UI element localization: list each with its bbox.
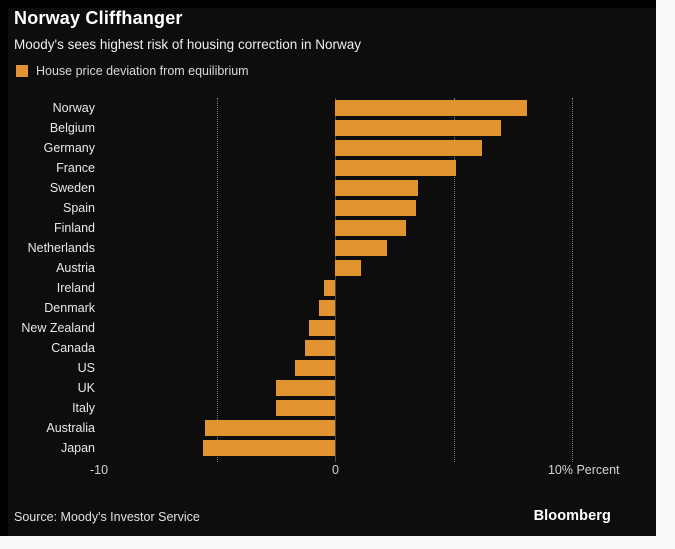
gridline-5 <box>453 98 455 462</box>
bar-australia <box>205 420 336 436</box>
chart-subtitle: Moody's sees highest risk of housing cor… <box>14 37 361 52</box>
category-label-new-zealand: New Zealand <box>21 321 95 335</box>
category-label-belgium: Belgium <box>49 121 95 135</box>
gridline-10 <box>571 98 573 462</box>
category-label-australia: Australia <box>46 421 95 435</box>
x-tick-10-percent: 10% Percent <box>547 463 620 477</box>
category-label-finland: Finland <box>54 221 95 235</box>
bar-denmark <box>318 300 336 316</box>
bar-chart-plot: Norway Belgium Germany France Sweden Spain Fin… <box>0 98 656 462</box>
bar-spain <box>335 200 416 216</box>
bar-austria <box>335 260 362 276</box>
bar-norway <box>335 100 528 116</box>
chart-footer: Source: Moody's Investor Service Bloombe… <box>0 508 656 528</box>
bar-italy <box>276 400 336 416</box>
category-label-austria: Austria <box>56 261 95 275</box>
category-label-netherlands: Netherlands <box>27 241 95 255</box>
category-label-france: France <box>56 161 95 175</box>
bar-uk <box>276 380 336 396</box>
bar-japan <box>203 440 336 456</box>
category-label-us: US <box>77 361 95 375</box>
bar-belgium <box>335 120 501 136</box>
category-label-japan: Japan <box>60 441 95 455</box>
x-tick-neg10: -10 <box>89 463 109 477</box>
category-label-ireland: Ireland <box>56 281 95 295</box>
category-label-italy: Italy <box>72 401 95 415</box>
legend-label: House price deviation from equilibrium <box>36 64 249 78</box>
category-label-sweden: Sweden <box>49 181 95 195</box>
category-label-denmark: Denmark <box>44 301 95 315</box>
bloomberg-logo: Bloomberg <box>533 508 611 524</box>
x-axis: -10 0 10% Percent <box>0 462 656 480</box>
bar-france <box>335 160 457 176</box>
legend-swatch-icon <box>16 65 28 77</box>
bar-finland <box>335 220 407 236</box>
category-label-spain: Spain <box>63 201 95 215</box>
gridline-neg5 <box>217 98 219 462</box>
category-label-norway: Norway <box>52 101 95 115</box>
bar-germany <box>335 140 483 156</box>
category-label-canada: Canada <box>51 341 95 355</box>
source-note: Source: Moody's Investor Service <box>14 510 200 524</box>
bar-sweden <box>335 180 419 196</box>
x-tick-0: 0 <box>331 463 339 477</box>
bloomberg-chart: Norway Cliffhanger Moody's sees highest … <box>0 0 656 536</box>
bar-us <box>295 360 336 376</box>
bar-new-zealand <box>309 320 336 336</box>
category-label-uk: UK <box>77 381 95 395</box>
bar-ireland <box>323 280 336 296</box>
zero-axis-line <box>334 98 336 462</box>
bar-canada <box>304 340 336 356</box>
legend: House price deviation from equilibrium <box>16 63 249 79</box>
category-label-germany: Germany <box>43 141 95 155</box>
bar-netherlands <box>335 240 388 256</box>
chart-title: Norway Cliffhanger <box>14 8 183 28</box>
